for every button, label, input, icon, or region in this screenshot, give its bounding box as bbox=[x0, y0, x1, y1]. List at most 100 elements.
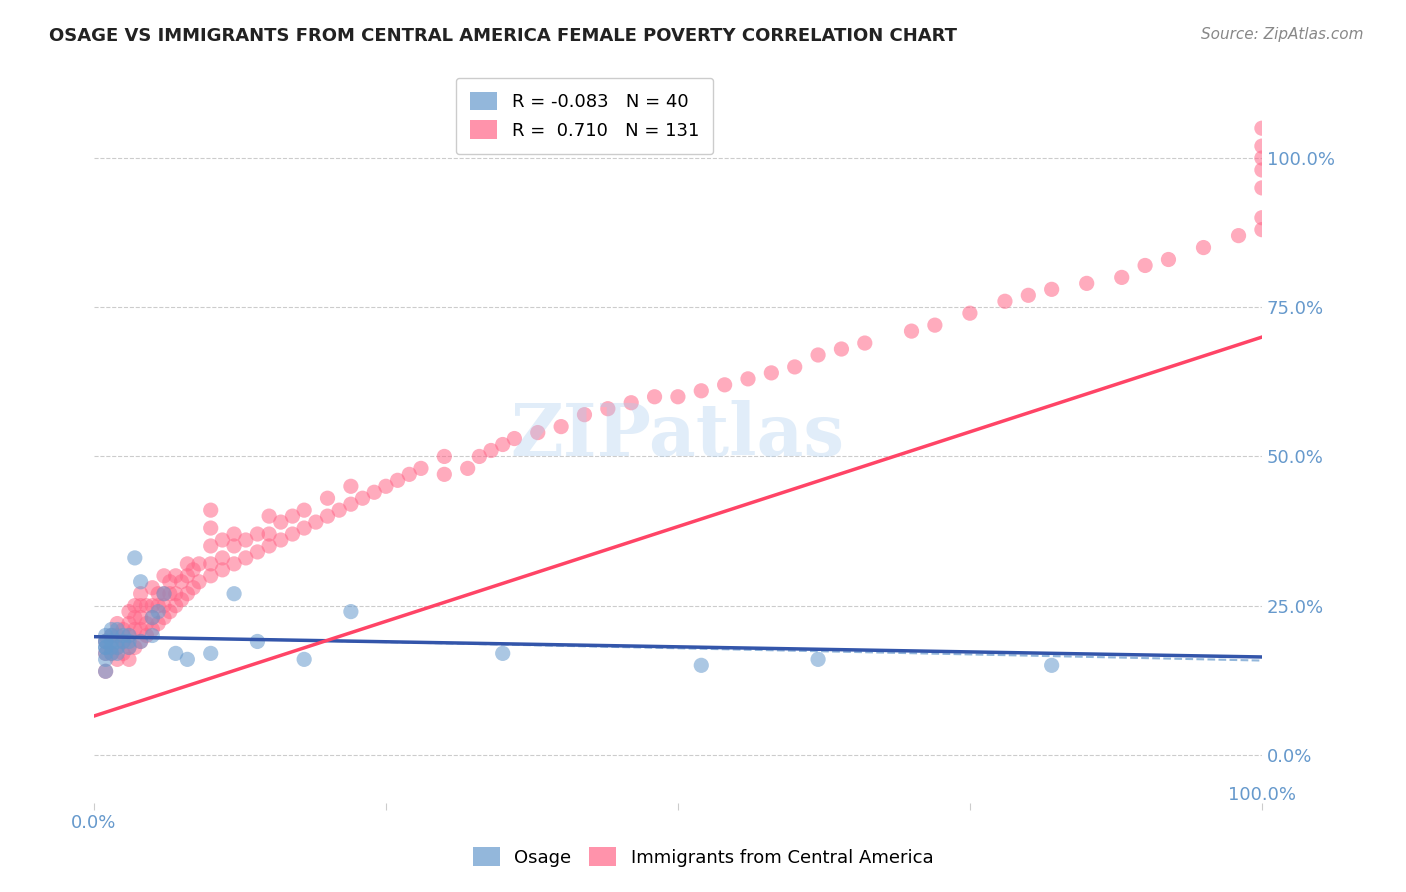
Point bbox=[503, 432, 526, 446]
Point bbox=[1192, 241, 1215, 255]
Point bbox=[153, 569, 176, 583]
Point bbox=[374, 479, 396, 493]
Point bbox=[100, 647, 122, 661]
Point bbox=[211, 550, 233, 565]
Point bbox=[457, 461, 479, 475]
Point bbox=[1251, 139, 1274, 153]
Point bbox=[165, 647, 187, 661]
Point bbox=[124, 640, 146, 655]
Point bbox=[316, 509, 339, 524]
Point bbox=[222, 587, 245, 601]
Point bbox=[94, 634, 117, 648]
Point bbox=[316, 491, 339, 506]
Point bbox=[1251, 121, 1274, 136]
Point bbox=[235, 533, 257, 547]
Point bbox=[105, 616, 128, 631]
Point bbox=[340, 497, 363, 511]
Point bbox=[574, 408, 596, 422]
Point bbox=[105, 640, 128, 655]
Legend: R = -0.083   N = 40, R =  0.710   N = 131: R = -0.083 N = 40, R = 0.710 N = 131 bbox=[456, 78, 713, 154]
Point bbox=[165, 569, 187, 583]
Point bbox=[141, 610, 163, 624]
Point bbox=[124, 599, 146, 613]
Point bbox=[761, 366, 783, 380]
Point bbox=[118, 628, 141, 642]
Point bbox=[200, 521, 222, 535]
Point bbox=[211, 563, 233, 577]
Point bbox=[257, 539, 280, 553]
Point bbox=[900, 324, 922, 338]
Point bbox=[222, 527, 245, 541]
Point bbox=[141, 628, 163, 642]
Point bbox=[222, 557, 245, 571]
Point bbox=[112, 634, 135, 648]
Point bbox=[246, 634, 269, 648]
Point bbox=[153, 610, 176, 624]
Point bbox=[153, 587, 176, 601]
Point bbox=[94, 628, 117, 642]
Point bbox=[135, 628, 157, 642]
Point bbox=[112, 623, 135, 637]
Point bbox=[100, 647, 122, 661]
Point bbox=[94, 647, 117, 661]
Point bbox=[924, 318, 946, 333]
Point bbox=[690, 658, 713, 673]
Point bbox=[112, 634, 135, 648]
Point bbox=[1076, 277, 1098, 291]
Point bbox=[118, 652, 141, 666]
Point bbox=[246, 545, 269, 559]
Point bbox=[105, 623, 128, 637]
Point bbox=[153, 599, 176, 613]
Point bbox=[235, 550, 257, 565]
Point bbox=[153, 587, 176, 601]
Point bbox=[176, 587, 198, 601]
Point bbox=[200, 539, 222, 553]
Point bbox=[176, 652, 198, 666]
Point bbox=[159, 605, 181, 619]
Point bbox=[807, 348, 830, 362]
Point bbox=[281, 527, 304, 541]
Point bbox=[620, 395, 643, 409]
Point bbox=[100, 640, 122, 655]
Point bbox=[409, 461, 432, 475]
Point bbox=[165, 599, 187, 613]
Point bbox=[105, 628, 128, 642]
Point bbox=[1251, 151, 1274, 165]
Point bbox=[200, 569, 222, 583]
Point bbox=[94, 647, 117, 661]
Point bbox=[94, 634, 117, 648]
Point bbox=[129, 623, 152, 637]
Point bbox=[188, 574, 211, 589]
Point bbox=[328, 503, 350, 517]
Point bbox=[165, 587, 187, 601]
Point bbox=[292, 521, 315, 535]
Point bbox=[211, 533, 233, 547]
Text: ZIPatlas: ZIPatlas bbox=[510, 400, 845, 471]
Point bbox=[129, 574, 152, 589]
Point bbox=[479, 443, 502, 458]
Point bbox=[176, 569, 198, 583]
Point bbox=[596, 401, 619, 416]
Point bbox=[129, 587, 152, 601]
Point bbox=[257, 527, 280, 541]
Point bbox=[112, 647, 135, 661]
Point bbox=[141, 610, 163, 624]
Point bbox=[1157, 252, 1180, 267]
Point bbox=[100, 634, 122, 648]
Point bbox=[807, 652, 830, 666]
Point bbox=[281, 509, 304, 524]
Point bbox=[118, 640, 141, 655]
Point bbox=[135, 616, 157, 631]
Point bbox=[146, 599, 169, 613]
Point bbox=[292, 652, 315, 666]
Point bbox=[170, 574, 193, 589]
Point bbox=[141, 623, 163, 637]
Point bbox=[783, 359, 806, 374]
Point bbox=[550, 419, 572, 434]
Point bbox=[398, 467, 420, 482]
Point bbox=[105, 652, 128, 666]
Point bbox=[690, 384, 713, 398]
Point bbox=[1251, 163, 1274, 178]
Point bbox=[959, 306, 981, 320]
Point bbox=[118, 628, 141, 642]
